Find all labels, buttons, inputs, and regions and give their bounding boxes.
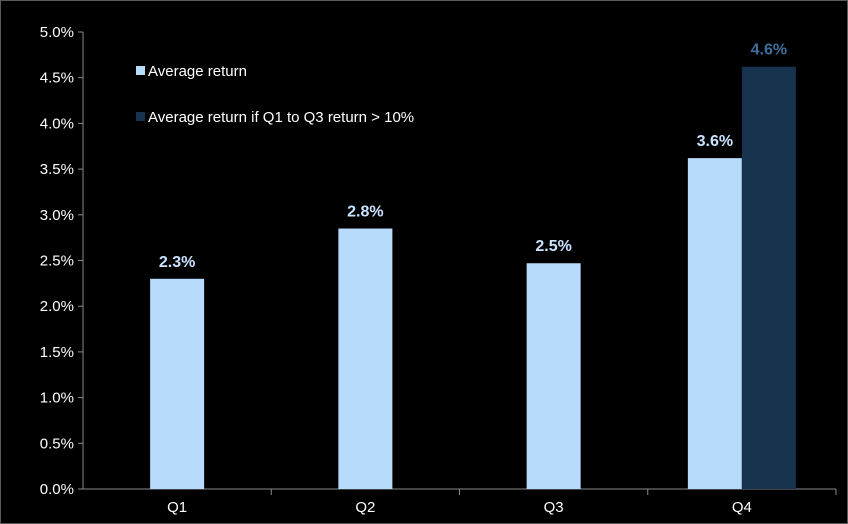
bar-series2-q4: [741, 66, 796, 490]
y-tick-label: 4.0%: [40, 115, 74, 132]
data-label: 2.3%: [159, 254, 195, 271]
legend-swatch-series2: [136, 112, 145, 121]
y-tick-label: 1.0%: [40, 390, 74, 407]
legend-label-series1: Average return: [148, 63, 247, 80]
data-label: 3.6%: [697, 133, 733, 150]
data-label: 4.6%: [751, 42, 787, 59]
y-tick-label: 4.5%: [40, 70, 74, 87]
y-tick-label: 1.5%: [40, 344, 74, 361]
bar-series1-q1: [150, 278, 205, 489]
bar-series1-q4: [687, 158, 742, 489]
y-tick-label: 2.5%: [40, 253, 74, 270]
y-tick-label: 2.0%: [40, 298, 74, 315]
legend-label-series2: Average return if Q1 to Q3 return > 10%: [148, 109, 414, 126]
x-tick-label: Q4: [732, 499, 752, 516]
legend-swatch-series1: [136, 66, 145, 75]
bar-series1-q2: [338, 228, 393, 489]
data-label: 2.8%: [347, 204, 383, 221]
data-label: 2.5%: [535, 238, 571, 255]
y-tick-label: 5.0%: [40, 24, 74, 41]
x-tick-label: Q2: [355, 499, 375, 516]
y-tick-label: 0.5%: [40, 435, 74, 452]
y-tick-label: 3.0%: [40, 207, 74, 224]
y-tick-label: 0.0%: [40, 481, 74, 498]
bar-series1-q3: [526, 263, 581, 489]
y-tick-label: 3.5%: [40, 161, 74, 178]
x-tick-label: Q3: [544, 499, 564, 516]
x-tick-label: Q1: [167, 499, 187, 516]
